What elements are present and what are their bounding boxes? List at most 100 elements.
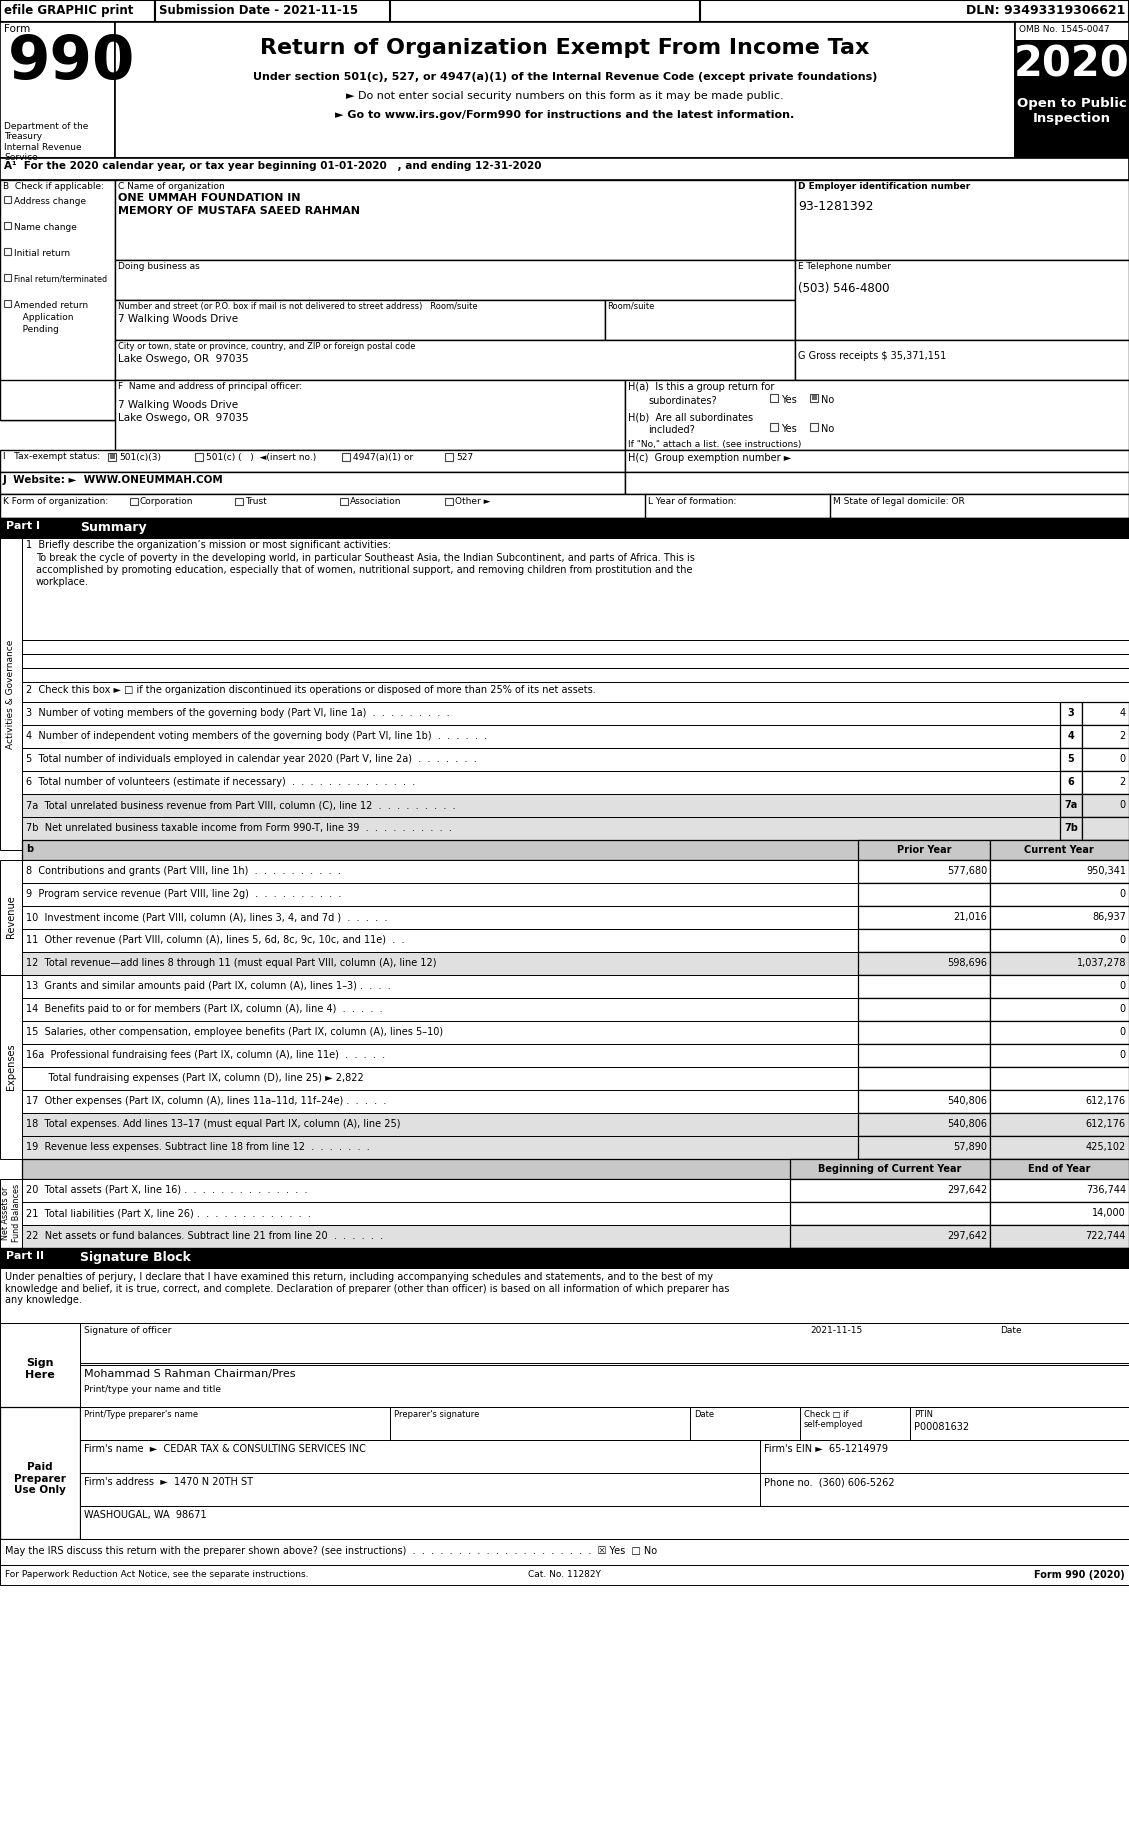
Bar [21,1178,1129,1202]
Text: Return of Organization Exempt From Income Tax: Return of Organization Exempt From Incom… [261,39,869,57]
Bar [990,998,1129,1022]
Bar [795,260,1129,339]
Text: Part II: Part II [6,1250,44,1261]
Bar [0,380,115,420]
Bar [342,454,350,461]
Text: Total fundraising expenses (Part IX, column (D), line 25) ► 2,822: Total fundraising expenses (Part IX, col… [36,1073,364,1082]
Bar [858,1136,990,1160]
Bar [858,905,990,929]
Bar [0,159,1129,181]
Bar [130,498,138,505]
Text: subordinates?: subordinates? [648,396,717,406]
Text: 6: 6 [1068,776,1075,787]
Text: 8  Contributions and grants (Part VIII, line 1h)  .  .  .  .  .  .  .  .  .  .: 8 Contributions and grants (Part VIII, l… [26,867,341,876]
Text: 9  Program service revenue (Part VIII, line 2g)  .  .  .  .  .  .  .  .  .  .: 9 Program service revenue (Part VIII, li… [26,889,341,900]
Bar [80,1365,1129,1407]
Bar [858,975,990,998]
Text: C Name of organization: C Name of organization [119,183,225,192]
Text: 14  Benefits paid to or for members (Part IX, column (A), line 4)  .  .  .  .  .: 14 Benefits paid to or for members (Part… [26,1003,383,1014]
Text: 577,680: 577,680 [947,867,987,876]
Bar [809,395,819,402]
Bar [700,0,1129,22]
Text: Print/type your name and title: Print/type your name and title [84,1385,221,1394]
Text: Under penalties of perjury, I declare that I have examined this return, includin: Under penalties of perjury, I declare th… [5,1272,729,1306]
Bar [990,1090,1129,1114]
Bar [1082,725,1129,749]
Text: 598,696: 598,696 [947,959,987,968]
Text: 4  Number of independent voting members of the governing body (Part VI, line 1b): 4 Number of independent voting members o… [26,730,487,741]
Text: 2: 2 [1120,776,1126,787]
Bar [858,998,990,1022]
Text: Date: Date [694,1411,715,1420]
Bar [5,195,11,203]
Text: 4: 4 [1120,708,1126,717]
Text: ONE UMMAH FOUNDATION IN: ONE UMMAH FOUNDATION IN [119,194,300,203]
Text: Room/suite: Room/suite [607,302,655,312]
Text: 0: 0 [1120,754,1126,763]
Text: efile GRAPHIC print: efile GRAPHIC print [5,4,133,17]
Bar [990,859,1129,883]
Text: Form 990 (2020): Form 990 (2020) [1034,1569,1124,1580]
Text: Cat. No. 11282Y: Cat. No. 11282Y [527,1569,601,1578]
Text: 15  Salaries, other compensation, employee benefits (Part IX, column (A), lines : 15 Salaries, other compensation, employe… [26,1027,443,1036]
Bar [115,301,605,339]
Bar [1082,703,1129,725]
Text: 540,806: 540,806 [947,1095,987,1106]
Bar [155,0,390,22]
Bar [1082,795,1129,817]
Text: Signature of officer: Signature of officer [84,1326,172,1335]
Bar [445,498,453,505]
Bar [5,301,11,306]
Bar [21,1068,1129,1090]
Text: 990: 990 [8,33,135,92]
Bar [445,454,453,461]
Text: Association: Association [350,498,402,505]
Text: To break the cycle of poverty in the developing world, in particular Southeast A: To break the cycle of poverty in the dev… [36,553,694,562]
Text: Name change: Name change [14,223,77,232]
Text: 612,176: 612,176 [1086,1119,1126,1129]
Bar [1082,771,1129,795]
Text: 18  Total expenses. Add lines 13–17 (must equal Part IX, column (A), line 25): 18 Total expenses. Add lines 13–17 (must… [26,1119,401,1129]
Bar [0,1566,1129,1586]
Bar [0,975,21,1160]
Bar [795,181,1129,260]
Text: 2021-11-15: 2021-11-15 [809,1326,863,1335]
Text: 501(c)(3): 501(c)(3) [119,454,161,463]
Bar [80,1322,1129,1365]
Bar [858,952,990,975]
Text: Sign
Here: Sign Here [25,1357,55,1379]
Bar [790,1160,990,1178]
Bar [990,1224,1129,1248]
Bar [340,498,348,505]
Bar [21,1090,1129,1114]
Text: accomplished by promoting education, especially that of women, nutritional suppo: accomplished by promoting education, esp… [36,564,692,575]
Bar [770,422,778,431]
Bar [115,339,795,380]
Bar [21,1160,1129,1178]
Bar [235,498,243,505]
Text: Check □ if
self-employed: Check □ if self-employed [804,1411,864,1429]
Bar [80,1407,1129,1440]
Bar [21,668,1129,682]
Bar [0,1248,1129,1269]
Text: K Form of organization:: K Form of organization: [3,498,108,505]
Text: 14,000: 14,000 [1092,1208,1126,1219]
Bar [1082,749,1129,771]
Text: 425,102: 425,102 [1086,1141,1126,1152]
Bar [1060,817,1082,841]
Text: Net Assets or
Fund Balances: Net Assets or Fund Balances [1,1184,20,1243]
Text: M State of legal domicile: OR: M State of legal domicile: OR [833,498,965,505]
Text: 0: 0 [1120,889,1126,900]
Bar [80,1440,1129,1473]
Text: Application: Application [14,313,73,323]
Bar [990,1068,1129,1090]
Bar [858,929,990,952]
Text: Phone no.  (360) 606-5262: Phone no. (360) 606-5262 [764,1477,894,1486]
Text: 0: 0 [1120,1049,1126,1060]
Text: included?: included? [648,424,694,435]
Text: WASHOUGAL, WA  98671: WASHOUGAL, WA 98671 [84,1510,207,1519]
Text: PTIN: PTIN [914,1411,933,1420]
Text: Preparer's signature: Preparer's signature [394,1411,480,1420]
Bar [21,883,1129,905]
Text: 736,744: 736,744 [1086,1186,1126,1195]
